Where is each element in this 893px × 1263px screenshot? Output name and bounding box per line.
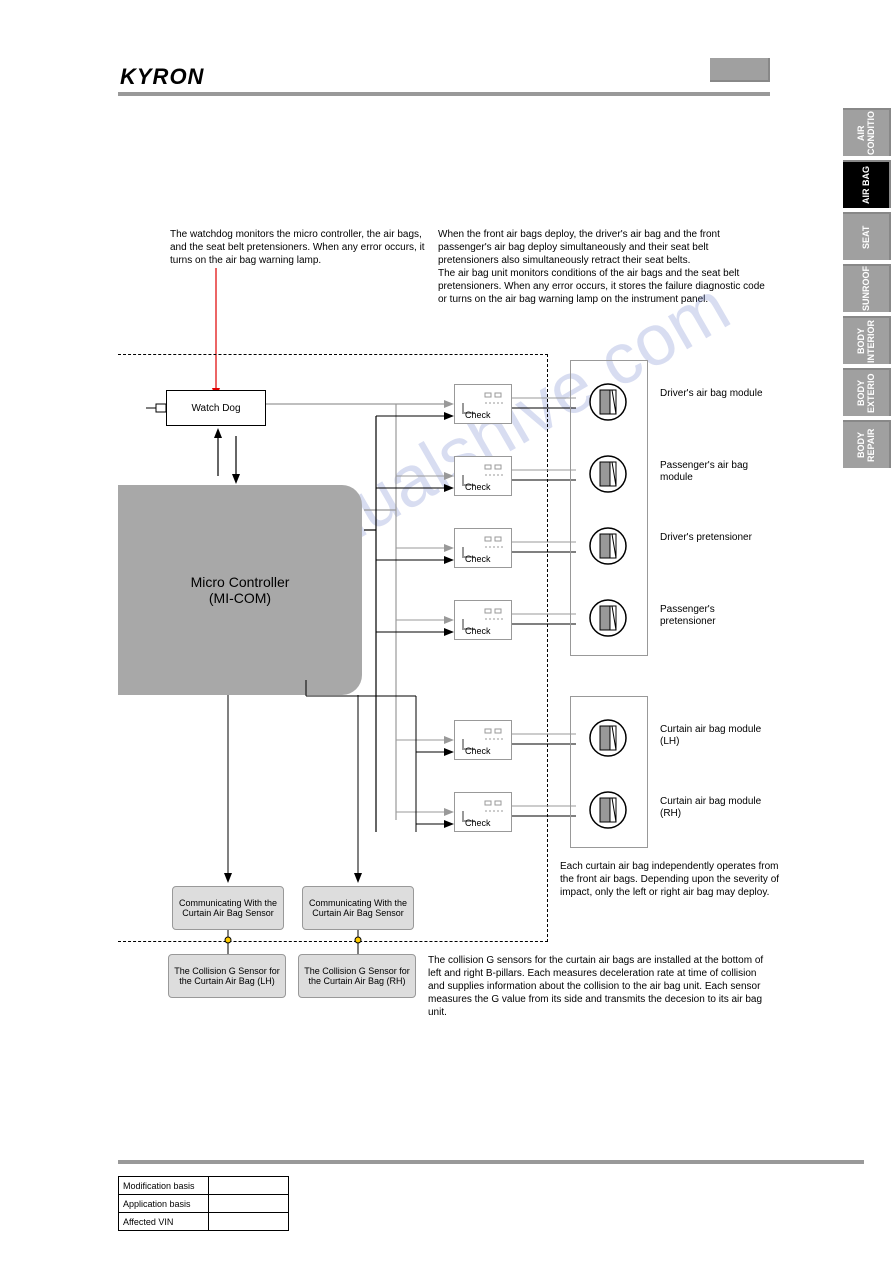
tab-body-exterior[interactable]: BODY EXTERIO	[843, 368, 891, 416]
side-tabs: AIR CONDITIO AIR BAG SEAT SUNROOF BODY I…	[843, 108, 893, 472]
micro-comm-lines	[218, 695, 418, 895]
footer-r2-val	[209, 1195, 289, 1213]
module-label-3: Driver's pretensioner	[660, 532, 770, 544]
sensor-box-rh-label: The Collision G Sensor for the Curtain A…	[301, 966, 413, 986]
module-passenger-airbag	[586, 452, 630, 496]
watchdog-label: Watch Dog	[191, 403, 240, 414]
diagram: Watch Dog Micro Controller (MI-COM) Chec…	[118, 350, 773, 1050]
module-driver-pretensioner	[586, 524, 630, 568]
desc-deploy: When the front air bags deploy, the driv…	[438, 228, 768, 306]
footer-r1-label: Modification basis	[119, 1177, 209, 1195]
comm-box-lh-label: Communicating With the Curtain Air Bag S…	[175, 898, 281, 918]
watchdog-connector	[146, 402, 166, 414]
module-label-1: Driver's air bag module	[660, 388, 770, 400]
footer-r3-val	[209, 1213, 289, 1231]
watchdog-box: Watch Dog	[166, 390, 266, 426]
module-label-4: Passenger's pretensioner	[660, 604, 770, 628]
module-label-5: Curtain air bag module (LH)	[660, 724, 770, 748]
footer-table: Modification basis Application basis Aff…	[118, 1176, 289, 1231]
footer-rule	[118, 1160, 864, 1164]
sensor-box-rh: The Collision G Sensor for the Curtain A…	[298, 954, 416, 998]
tab-body-repair[interactable]: BODY REPAIR	[843, 420, 891, 468]
header-rule	[118, 92, 770, 96]
watchdog-micro-arrows	[208, 428, 248, 484]
comm-box-rh: Communicating With the Curtain Air Bag S…	[302, 886, 414, 930]
module-driver-airbag	[586, 380, 630, 424]
desc-sensor: The collision G sensors for the curtain …	[428, 954, 772, 1019]
module-passenger-pretensioner	[586, 596, 630, 640]
module-curtain-lh	[586, 716, 630, 760]
tab-body-interior[interactable]: BODY INTERIOR	[843, 316, 891, 364]
tab-air-bag[interactable]: AIR BAG	[843, 160, 891, 208]
footer-r2-label: Application basis	[119, 1195, 209, 1213]
sensor-box-lh: The Collision G Sensor for the Curtain A…	[168, 954, 286, 998]
micro-line2: (MI-COM)	[209, 590, 271, 606]
comm-box-rh-label: Communicating With the Curtain Air Bag S…	[305, 898, 411, 918]
comm-box-lh: Communicating With the Curtain Air Bag S…	[172, 886, 284, 930]
desc-curtain: Each curtain air bag independently opera…	[560, 860, 780, 899]
desc-watchdog: The watchdog monitors the micro controll…	[170, 228, 430, 267]
module-label-6: Curtain air bag module (RH)	[660, 796, 770, 820]
module-label-2: Passenger's air bag module	[660, 460, 770, 484]
sensor-box-lh-label: The Collision G Sensor for the Curtain A…	[171, 966, 283, 986]
footer-r3-label: Affected VIN	[119, 1213, 209, 1231]
module-curtain-rh	[586, 788, 630, 832]
header-gray-box	[710, 58, 770, 82]
brand-logo: KYRON	[120, 64, 204, 90]
tab-air-condition[interactable]: AIR CONDITIO	[843, 108, 891, 156]
tab-seat[interactable]: SEAT	[843, 212, 891, 260]
footer-r1-val	[209, 1177, 289, 1195]
tab-sunroof[interactable]: SUNROOF	[843, 264, 891, 312]
